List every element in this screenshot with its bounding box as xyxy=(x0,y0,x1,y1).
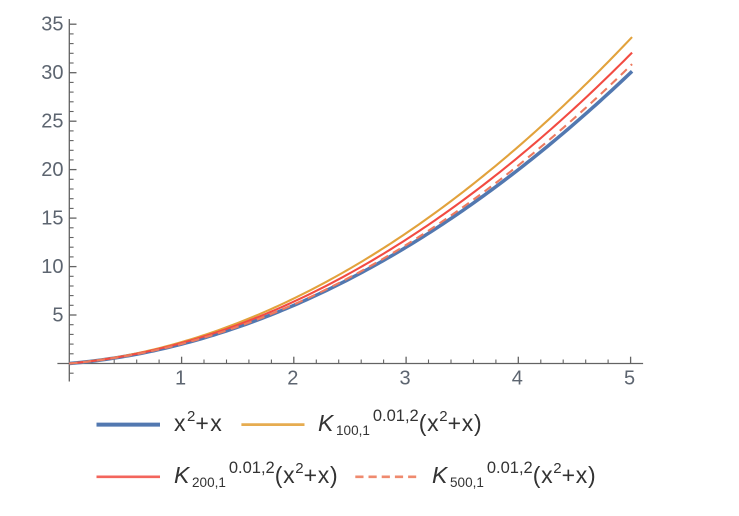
svg-text:15: 15 xyxy=(41,208,63,230)
svg-text:5: 5 xyxy=(52,305,63,327)
svg-text:1: 1 xyxy=(175,368,186,390)
svg-text:10: 10 xyxy=(41,256,63,278)
svg-text:2: 2 xyxy=(287,368,298,390)
svg-text:35: 35 xyxy=(41,14,63,36)
svg-text:25: 25 xyxy=(41,111,63,133)
svg-text:5: 5 xyxy=(624,368,635,390)
svg-text:3: 3 xyxy=(400,368,411,390)
svg-text:4: 4 xyxy=(512,368,523,390)
svg-text:20: 20 xyxy=(41,159,63,181)
svg-text:30: 30 xyxy=(41,62,63,84)
